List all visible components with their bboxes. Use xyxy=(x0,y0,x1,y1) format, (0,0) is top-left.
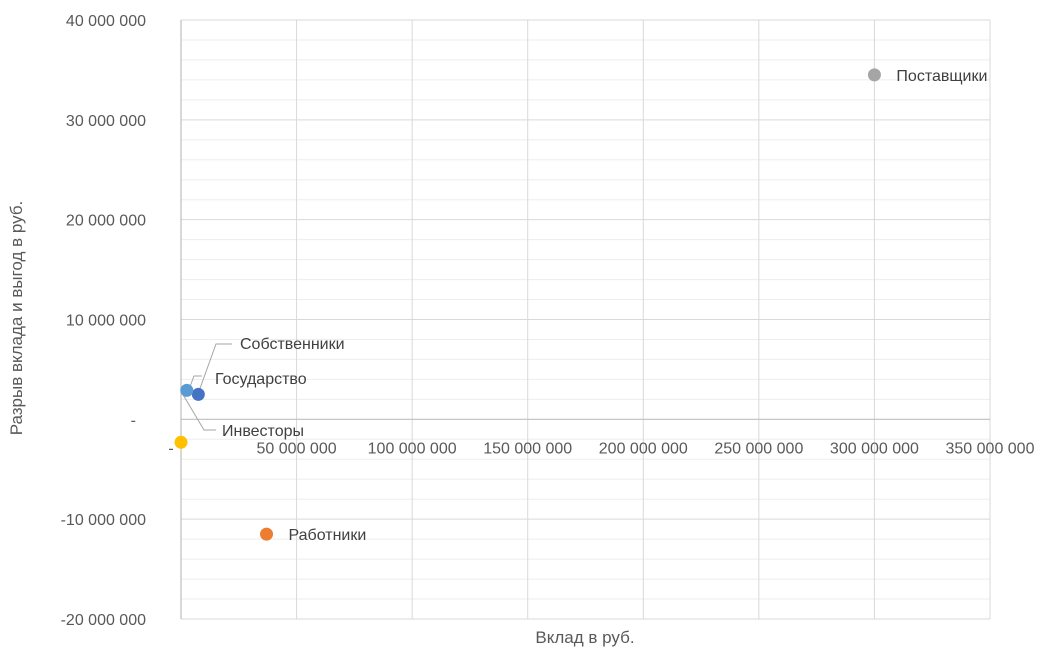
point-2 xyxy=(191,387,205,401)
major-gridlines xyxy=(181,19,991,620)
y-tick-label: -20 000 000 xyxy=(61,612,147,629)
point-label: Собственники xyxy=(240,336,345,353)
x-tick-label: 200 000 000 xyxy=(599,440,688,457)
tick-labels: 40 000 000 30 000 000 20 000 000 10 000 000… xyxy=(61,13,1035,629)
point-label: Работники xyxy=(289,527,367,544)
point-label: Государство xyxy=(215,371,307,388)
x-tick-label: 350 000 000 xyxy=(946,440,1035,457)
x-tick-label: 300 000 000 xyxy=(830,440,919,457)
x-axis-title: Вклад в руб. xyxy=(535,628,634,647)
point-3 xyxy=(180,383,194,397)
x-tick-label: 50 000 000 xyxy=(257,440,337,457)
y-tick-label: - xyxy=(131,412,136,429)
y-tick-label: 10 000 000 xyxy=(66,313,146,330)
x-tick-label: 250 000 000 xyxy=(714,440,803,457)
leader-line xyxy=(197,343,232,395)
point-4 xyxy=(174,435,188,449)
data-labels: Поставщики Работники Собственники Государст… xyxy=(215,68,987,544)
data-points xyxy=(174,68,881,541)
x-tick-label: - xyxy=(168,440,173,457)
axes xyxy=(180,20,990,619)
point-label: Инвесторы xyxy=(222,423,304,440)
y-tick-label: 30 000 000 xyxy=(66,113,146,130)
x-tick-label: 150 000 000 xyxy=(483,440,572,457)
y-axis-title: Разрыв вклада и выгод в руб. xyxy=(7,201,26,436)
y-tick-label: -10 000 000 xyxy=(61,512,147,529)
point-0 xyxy=(867,68,881,82)
x-tick-label: 100 000 000 xyxy=(368,440,457,457)
leader-line xyxy=(181,392,216,431)
minor-gridlines xyxy=(181,39,990,600)
point-1 xyxy=(260,527,274,541)
point-label: Поставщики xyxy=(896,68,987,85)
y-tick-label: 40 000 000 xyxy=(66,13,146,30)
y-tick-label: 20 000 000 xyxy=(66,213,146,230)
